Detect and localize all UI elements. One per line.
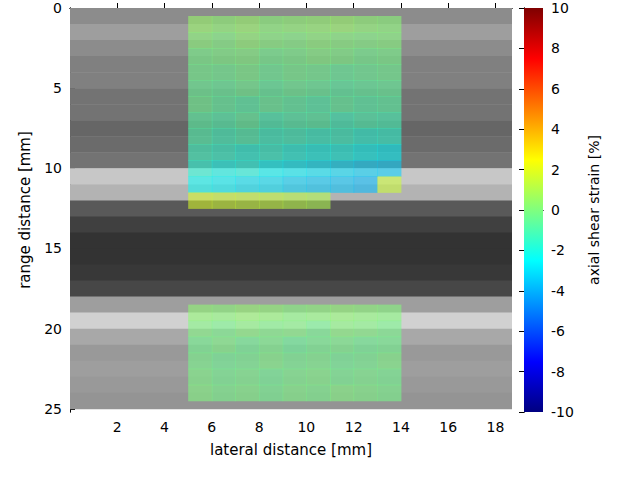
svg-text:15: 15 xyxy=(44,240,62,256)
svg-text:range distance [mm]: range distance [mm] xyxy=(16,131,34,289)
svg-text:-10: -10 xyxy=(551,404,574,420)
svg-text:12: 12 xyxy=(345,419,363,435)
svg-text:2: 2 xyxy=(551,162,560,178)
svg-text:8: 8 xyxy=(551,40,560,56)
svg-text:25: 25 xyxy=(44,401,62,417)
svg-text:axial shear strain [%]: axial shear strain [%] xyxy=(586,135,602,285)
svg-text:0: 0 xyxy=(53,0,62,16)
svg-text:10: 10 xyxy=(551,0,569,16)
svg-text:-6: -6 xyxy=(551,323,565,339)
svg-text:6: 6 xyxy=(207,419,216,435)
svg-text:20: 20 xyxy=(44,321,62,337)
svg-text:-4: -4 xyxy=(551,283,565,299)
svg-text:-8: -8 xyxy=(551,364,565,380)
svg-text:-2: -2 xyxy=(551,242,565,258)
svg-text:5: 5 xyxy=(53,80,62,96)
svg-text:14: 14 xyxy=(392,419,410,435)
svg-text:4: 4 xyxy=(551,121,560,137)
svg-text:16: 16 xyxy=(439,419,457,435)
svg-text:10: 10 xyxy=(297,419,315,435)
svg-text:0: 0 xyxy=(551,202,560,218)
svg-text:4: 4 xyxy=(160,419,169,435)
svg-text:lateral distance [mm]: lateral distance [mm] xyxy=(210,441,372,459)
svg-text:6: 6 xyxy=(551,81,560,97)
svg-text:18: 18 xyxy=(487,419,505,435)
svg-text:2: 2 xyxy=(113,419,122,435)
svg-text:10: 10 xyxy=(44,160,62,176)
svg-text:8: 8 xyxy=(255,419,264,435)
